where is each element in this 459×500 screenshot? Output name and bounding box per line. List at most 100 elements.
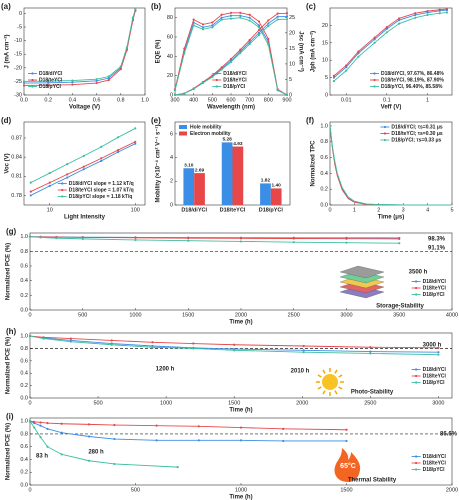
data-point [276, 15, 279, 18]
legend-marker [31, 78, 34, 82]
data-point [445, 7, 449, 11]
data-point [197, 439, 200, 442]
data-point [47, 81, 50, 84]
data-point [197, 425, 200, 428]
data-point [248, 42, 251, 46]
legend-label: D18/diYCl [223, 71, 247, 77]
series-line [333, 9, 447, 78]
data-point [48, 171, 51, 175]
data-point [119, 68, 122, 71]
x-tick-label: 0.0 [20, 97, 28, 103]
y2-tick-label: 5 [289, 77, 292, 83]
data-point [248, 41, 251, 44]
plot-frame [29, 332, 453, 399]
data-point [66, 176, 69, 179]
data-point [257, 24, 261, 27]
x-tick-label: 0.4 [69, 97, 77, 103]
y-tick-label: 0.81 [11, 174, 22, 180]
legend-marker [415, 381, 418, 384]
data-point [229, 11, 233, 14]
data-point [220, 68, 223, 71]
x-tick-label: 1000 [129, 312, 141, 318]
legend-marker [415, 374, 418, 378]
y-tick-label: 0.0 [20, 395, 28, 401]
data-point [100, 157, 103, 160]
data-point [60, 453, 63, 456]
data-point [66, 163, 69, 166]
data-point [239, 439, 243, 442]
y-tick-label: 0.4 [20, 278, 28, 284]
data-point [192, 347, 195, 350]
data-point [28, 235, 32, 238]
panel-label: (a) [1, 2, 11, 11]
data-point [33, 426, 36, 429]
data-point [345, 241, 348, 244]
y-tick-label: 1.0 [20, 419, 28, 425]
legend-label: D18/diYCl, 97.67%, 86.48% [381, 71, 444, 77]
x-tick-label: 1500 [182, 312, 194, 318]
data-point [257, 26, 261, 29]
data-point [285, 12, 289, 15]
x-tick-label: 300 [170, 97, 179, 103]
series-line [29, 236, 400, 244]
y-tick-label: 0.8 [20, 431, 28, 437]
data-point [239, 51, 242, 55]
x-tick-label: 500 [208, 97, 217, 103]
data-point [438, 12, 441, 15]
data-point [239, 48, 242, 51]
data-point [110, 339, 113, 342]
data-point [151, 346, 154, 349]
legend-marker [415, 468, 418, 471]
legend-label: D18/pYCl [423, 467, 446, 473]
y-tick-label: 20 [322, 23, 328, 29]
data-point [176, 466, 179, 469]
data-point [60, 431, 63, 434]
data-point [28, 334, 32, 338]
data-point [107, 77, 110, 80]
x-tick-label: 4000 [446, 312, 458, 318]
data-point [151, 341, 154, 344]
y-tick-label: 0.4 [20, 371, 28, 377]
data-point [437, 353, 440, 356]
annotation: 3000 h [423, 343, 442, 349]
x-tick-label: 500 [78, 312, 87, 318]
y-tick-label: -5 [17, 24, 22, 30]
panel-label: (g) [6, 227, 17, 236]
x-tick-label: 3 [402, 207, 405, 213]
data-point [22, 80, 26, 83]
legend-label: D18/diYCl slope = 1.12 kT/q [69, 181, 134, 187]
y-tick-label: 0.84 [11, 155, 22, 161]
annotation: 65°C [340, 462, 356, 470]
annotation: 91.1% [428, 246, 446, 252]
data-point [107, 75, 110, 78]
y-tick-label: 80 [167, 15, 173, 21]
y-tick-label: 0.2 [20, 383, 28, 389]
data-point [357, 50, 360, 53]
x-tick-label: 700 [245, 97, 254, 103]
plot-frame [29, 232, 453, 311]
x-tick-label: 2000 [446, 487, 458, 493]
data-point [173, 93, 177, 97]
data-point [113, 462, 116, 466]
bar [232, 146, 244, 205]
x-tick-label: 0 [28, 312, 31, 318]
data-point [220, 18, 223, 21]
data-point [55, 237, 58, 240]
data-point [345, 428, 348, 431]
y-tick-label: 0.6 [20, 358, 28, 364]
data-point [276, 89, 279, 92]
y-tick-label: 0.6 [320, 155, 328, 161]
data-point [414, 13, 417, 17]
data-point [22, 81, 26, 85]
data-point [125, 46, 128, 49]
x-tick-label: 1 [353, 207, 356, 213]
sun-ray [338, 386, 343, 390]
data-point [285, 18, 289, 21]
data-point [239, 240, 243, 243]
x-tick-label: 2 [377, 207, 380, 213]
data-point [95, 79, 98, 82]
y-tick-label: 0.4 [320, 171, 328, 177]
legend-marker [61, 195, 64, 198]
legend-marker [31, 85, 34, 88]
data-point [95, 81, 98, 85]
